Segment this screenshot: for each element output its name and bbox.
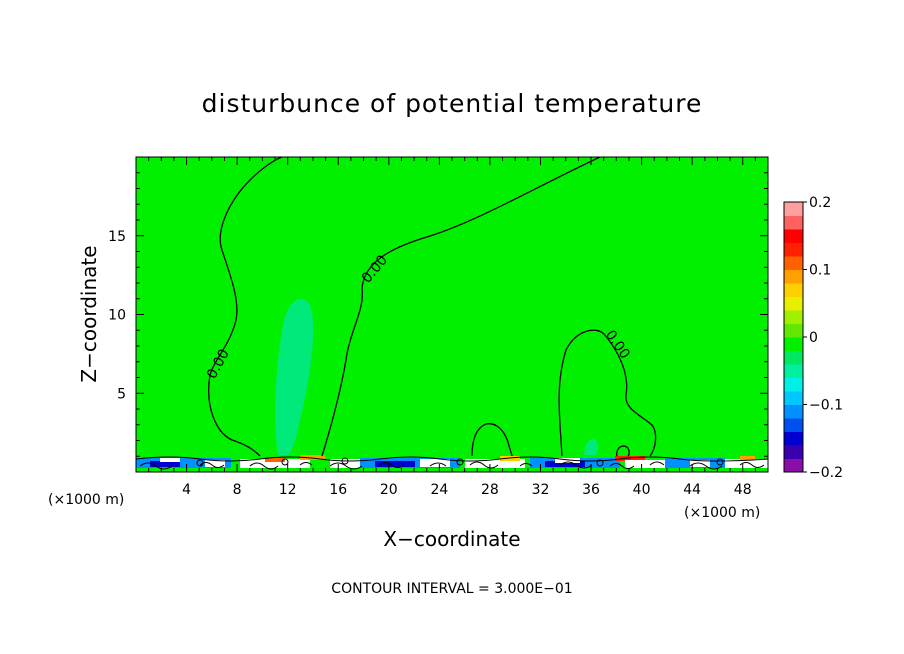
- x-tick-label: 32: [532, 482, 550, 498]
- x-tick-label: 24: [430, 482, 448, 498]
- colorbar: 0.2 0.1 0 −0.1 −0.2: [783, 195, 843, 481]
- colorbar-swatch: [784, 445, 803, 459]
- y-tick-label: 5: [117, 386, 126, 402]
- colorbar-swatch: [784, 377, 803, 392]
- colorbar-swatch: [784, 229, 803, 243]
- colorbar-swatch: [784, 323, 803, 338]
- x-tick-label: 4: [182, 482, 191, 498]
- contour-small-loop: [616, 445, 630, 457]
- colorbar-swatch: [784, 296, 803, 311]
- colorbar-swatch: [784, 431, 803, 446]
- x-axis-label: X−coordinate: [383, 527, 520, 551]
- colorbar-swatch: [784, 202, 803, 216]
- contour-zero-bump-28: [471, 423, 513, 457]
- y-axis: 5 10 15: [108, 172, 768, 457]
- colorbar-tick-label: −0.2: [809, 465, 843, 481]
- contour-zero-bump-36: [558, 329, 657, 457]
- x-tick-label: 28: [481, 482, 499, 498]
- contour-lines: [208, 157, 657, 457]
- colorbar-swatch: [784, 269, 803, 284]
- colorbar-swatch: [784, 242, 803, 257]
- colorbar-swatch: [784, 404, 803, 419]
- colorbar-swatch: [784, 310, 803, 324]
- x-unit-right: (×1000 m): [684, 505, 760, 521]
- x-tick-label: 36: [582, 482, 600, 498]
- colorbar-swatch: [784, 364, 803, 378]
- colorbar-swatch: [784, 337, 803, 351]
- surface-turbulence-band: [136, 455, 768, 472]
- colorbar-swatch: [784, 350, 803, 365]
- y-tick-label: 15: [108, 229, 126, 245]
- x-tick-label: 44: [683, 482, 701, 498]
- negative-anomaly-spot: [584, 439, 599, 455]
- colorbar-swatch: [784, 283, 803, 297]
- contour-interval-note: CONTOUR INTERVAL = 3.000E−01: [331, 581, 572, 597]
- x-tick-label: 8: [233, 482, 242, 498]
- colorbar-tick-label: 0.1: [809, 263, 831, 279]
- x-tick-label: 12: [279, 482, 297, 498]
- colorbar-swatch: [784, 256, 803, 270]
- colorbar-swatch: [784, 418, 803, 432]
- colorbar-tick-label: −0.1: [809, 398, 843, 414]
- colorbar-tick-label: 0: [809, 330, 818, 346]
- chart-title: disturbunce of potential temperature: [202, 89, 703, 118]
- colorbar-swatch: [784, 391, 803, 405]
- x-tick-label: 20: [380, 482, 398, 498]
- contour-zero-left: [208, 157, 283, 457]
- colorbar-tick-label: 0.2: [809, 195, 831, 211]
- y-axis-label: Z−coordinate: [77, 245, 101, 382]
- field-background: [136, 157, 768, 472]
- x-tick-label: 40: [633, 482, 651, 498]
- x-tick-label: 48: [734, 482, 752, 498]
- y-tick-label: 10: [108, 308, 126, 324]
- negative-anomaly-column: [275, 298, 314, 455]
- colorbar-swatch: [784, 458, 803, 473]
- plot-area: 0.00 0.00 0.00 4 8 12 16 20 24 28 32 36 40 44 48 51…: [108, 156, 769, 498]
- colorbar-swatch: [784, 215, 803, 230]
- x-tick-label: 16: [329, 482, 347, 498]
- x-axis: 4 8 12 16 20 24 28 32 36 40 44 48: [148, 157, 756, 498]
- x-unit-left: (×1000 m): [48, 492, 124, 508]
- contour-zero-mid: [321, 157, 601, 457]
